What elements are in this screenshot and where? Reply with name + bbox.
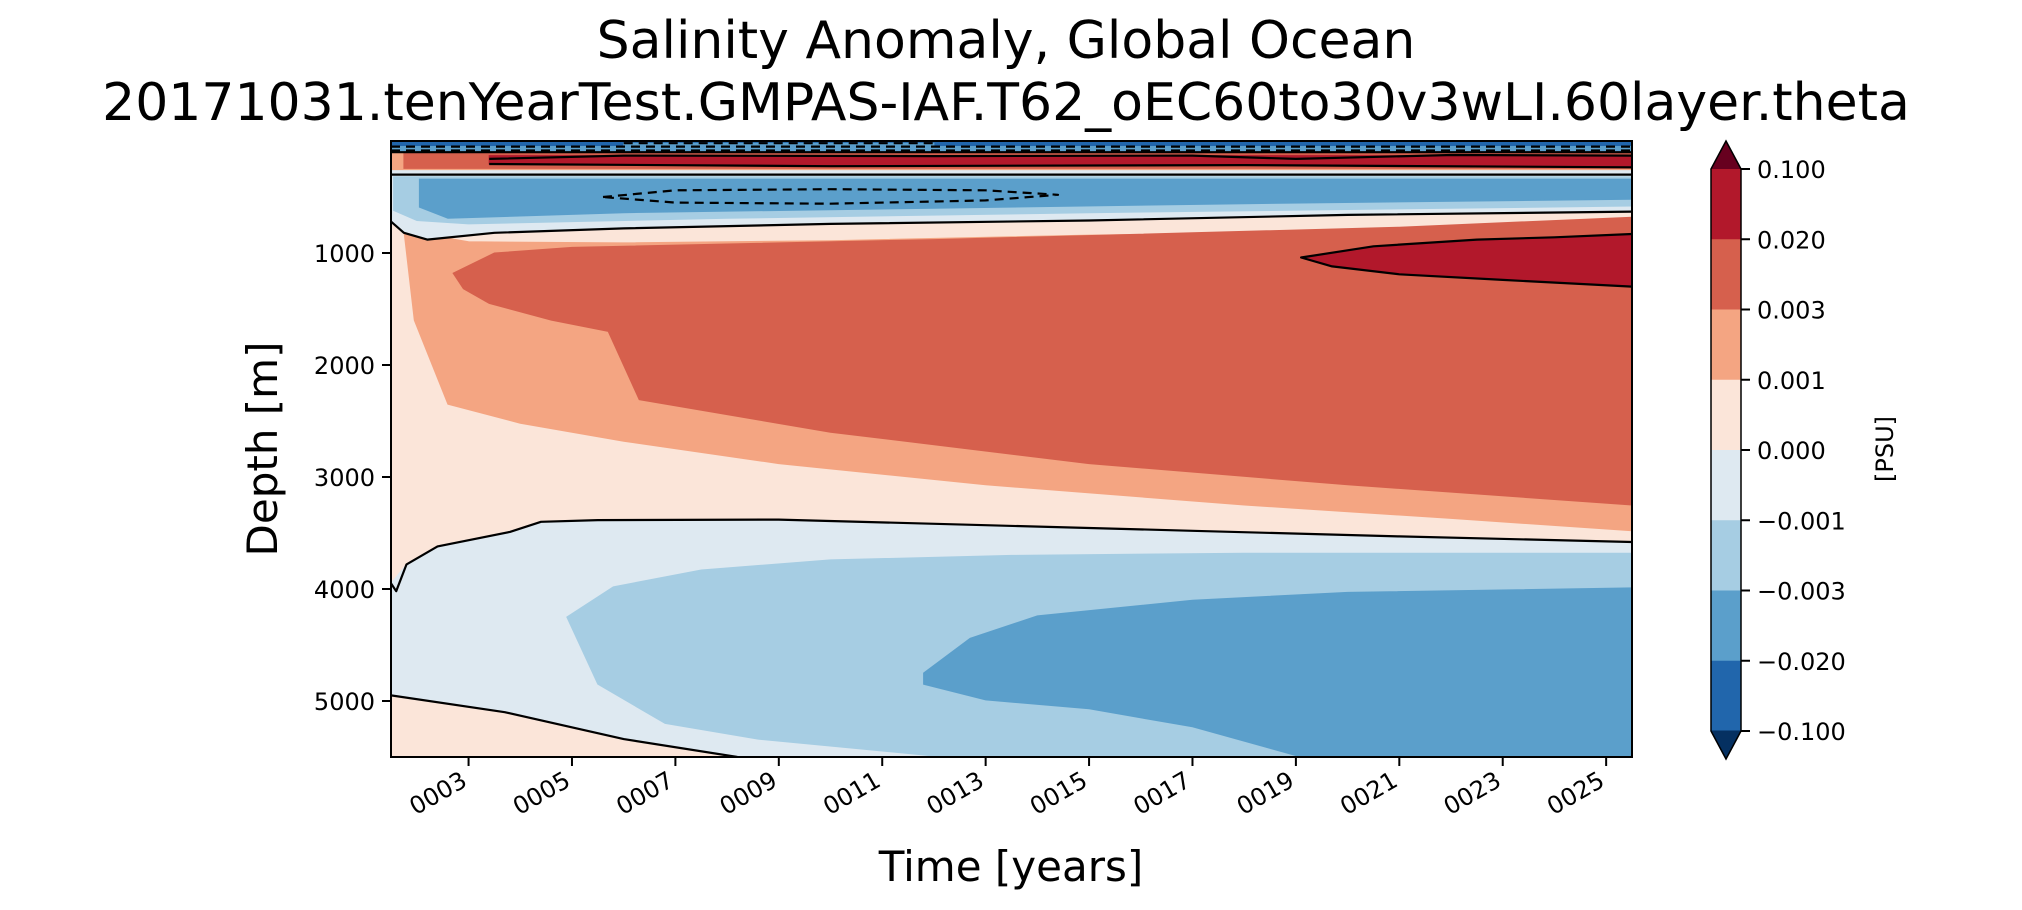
- plot-area: [391, 141, 1632, 757]
- x-axis: 0003 0005 0007 0009 0011 0013 0015 0017 0019 0021…: [405, 757, 1609, 821]
- colorbar-segment: [1711, 520, 1741, 591]
- x-axis-label: Time [years]: [878, 842, 1144, 891]
- y-axis-label: Depth [m]: [238, 342, 287, 557]
- x-tick-label: 0015: [1025, 766, 1092, 821]
- contour-fill-layer: [391, 141, 1632, 757]
- plot-frame: [390, 140, 1633, 758]
- contour-region-9: [418, 178, 1632, 219]
- colorbar-segment: [1711, 450, 1741, 521]
- colorbar-tick-label: 0.001: [1757, 367, 1826, 395]
- y-tick-label: 2000: [314, 352, 375, 380]
- chart-title: Salinity Anomaly, Global Ocean: [597, 11, 1416, 71]
- contour-line-3: [1299, 232, 1632, 288]
- x-tick-label: 0017: [1129, 766, 1196, 821]
- colorbar-extend-max: [1710, 139, 1742, 170]
- colorbar: 0.100 0.020 0.003 0.001 0.000 −0.001 −0.003 −0.…: [1710, 139, 1846, 761]
- colorbar-tick-label: 0.003: [1757, 297, 1826, 325]
- colorbar-tick-label: −0.003: [1757, 578, 1846, 606]
- contour-line-6: [489, 162, 1632, 169]
- colorbar-segment: [1711, 309, 1741, 381]
- colorbar-tick-label: −0.100: [1757, 718, 1846, 746]
- x-tick-label: 0011: [818, 766, 885, 821]
- colorbar-segment: [1711, 379, 1741, 451]
- colorbar-segment: [1711, 169, 1741, 240]
- colorbar-extend-min: [1710, 730, 1742, 761]
- x-tick-label: 0021: [1335, 766, 1402, 821]
- x-tick-label: 0013: [922, 766, 989, 821]
- contour-region-5: [452, 216, 1632, 506]
- colorbar-tick-label: 0.100: [1757, 156, 1826, 184]
- x-tick-label: 0009: [715, 766, 782, 821]
- x-tick-label: 0023: [1439, 766, 1506, 821]
- y-tick-label: 1000: [314, 240, 375, 268]
- contour-line-7: [489, 153, 1632, 160]
- contour-line-0: [391, 518, 1632, 593]
- colorbar-tick-label: −0.020: [1757, 648, 1846, 676]
- colorbar-tick-label: 0.000: [1757, 437, 1826, 465]
- colorbar-segment: [1711, 660, 1741, 732]
- colorbar-tick-label: −0.001: [1757, 507, 1846, 535]
- contour-line-2: [391, 210, 1632, 241]
- y-tick-label: 4000: [314, 576, 375, 604]
- contour-line-1: [391, 694, 738, 757]
- colorbar-segment: [1711, 239, 1741, 310]
- contour-line-layer: [391, 142, 1632, 757]
- contour-region-3: [923, 587, 1632, 757]
- x-tick-label: 0025: [1542, 766, 1609, 821]
- colorbar-segment: [1711, 590, 1741, 662]
- x-tick-label: 0003: [405, 766, 472, 821]
- negative-contour-line-8: [602, 188, 1060, 205]
- colorbar-label: [PSU]: [1871, 416, 1899, 482]
- x-tick-label: 0019: [1232, 766, 1299, 821]
- y-tick-label: 5000: [314, 688, 375, 716]
- x-tick-label: 0007: [612, 766, 679, 821]
- chart-subtitle: 20171031.tenYearTest.GMPAS-IAF.T62_oEC60…: [102, 73, 1910, 133]
- y-tick-label: 3000: [314, 464, 375, 492]
- colorbar-tick-label: 0.020: [1757, 226, 1826, 254]
- x-tick-label: 0005: [508, 766, 575, 821]
- y-axis: 1000 2000 3000 4000 5000: [314, 240, 391, 716]
